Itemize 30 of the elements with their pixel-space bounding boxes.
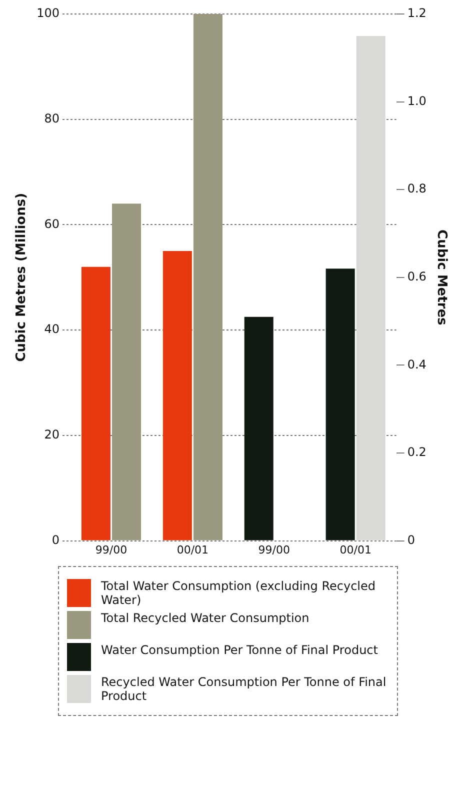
y-tick-label: 0 — [52, 532, 60, 547]
legend-label: Total Water Consumption (excluding Recycled Water) — [101, 579, 376, 607]
bar — [81, 266, 110, 540]
y-tick-label: 40 — [44, 322, 60, 336]
bar — [162, 251, 192, 540]
y-tick-label: 100 — [36, 6, 60, 20]
y-tick-label: 60 — [44, 216, 60, 231]
y2-tick-label: 0.8 — [407, 182, 426, 196]
y2-tick-label: 1.0 — [407, 94, 426, 108]
bar — [193, 14, 222, 540]
legend-label: Recycled Water Consumption Per Tonne of Final Product — [101, 675, 388, 703]
bar — [326, 268, 355, 540]
legend-label: Water Consumption Per Tonne of Final Product — [101, 643, 378, 657]
bar — [112, 204, 142, 540]
y2-tick-label: 1.2 — [407, 6, 426, 20]
bar — [356, 36, 386, 540]
y2-tick-label: 0.2 — [407, 445, 426, 460]
y-tick-label: 20 — [44, 428, 60, 442]
x-tick-label: 00/01 — [176, 543, 209, 556]
y2-tick-label: 0.6 — [407, 270, 426, 284]
y2-tick-label: 0.4 — [407, 357, 426, 372]
x-tick-label: 99/00 — [258, 543, 290, 556]
y2-axis-title: Cubic Metres — [434, 230, 449, 326]
y2-tick-label: 0 — [407, 532, 415, 547]
bar — [244, 316, 274, 540]
x-tick-label: 99/00 — [95, 543, 128, 556]
legend-label: Total Recycled Water Consumption — [101, 611, 310, 625]
x-tick-label: 00/01 — [340, 543, 372, 556]
y-axis-title: Cubic Metres (Millions) — [14, 192, 30, 362]
y-tick-label: 80 — [44, 111, 60, 126]
